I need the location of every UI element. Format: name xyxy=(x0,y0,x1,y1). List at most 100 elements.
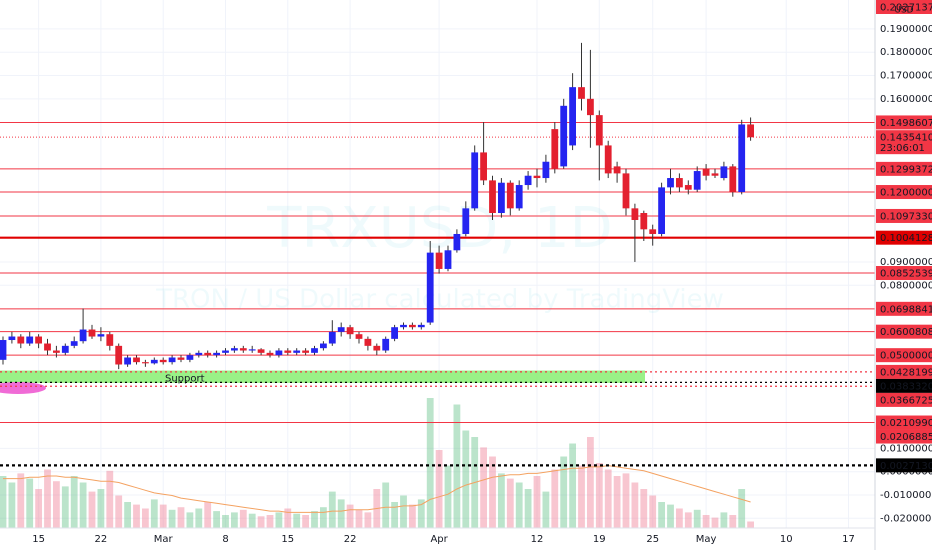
candle-body xyxy=(44,343,51,351)
candle-body xyxy=(373,345,381,351)
candle-body xyxy=(738,124,746,193)
x-tick-label: 22 xyxy=(344,534,357,545)
support-label: Support xyxy=(165,374,205,385)
volume-bar xyxy=(337,499,345,528)
volume-bar xyxy=(578,465,585,528)
candle-body xyxy=(622,173,630,209)
volume-bar xyxy=(248,513,256,528)
candle-body xyxy=(684,185,692,190)
level-label-badge xyxy=(876,230,932,245)
candle-body xyxy=(204,352,212,356)
volume-bar xyxy=(382,482,390,528)
level-label: 0.00271306 xyxy=(880,461,932,472)
level-label: 0.10041287 xyxy=(880,233,932,244)
candle-body xyxy=(61,345,69,353)
volume-bar xyxy=(257,516,265,528)
level-label: 0.06008085 xyxy=(880,327,932,338)
candle-body xyxy=(693,171,701,190)
candle-body xyxy=(391,327,398,339)
candle-body xyxy=(649,229,657,234)
candle-body xyxy=(382,338,390,351)
volume-bar xyxy=(480,447,487,528)
volume-bar xyxy=(142,508,149,528)
volume-bar xyxy=(702,515,710,528)
marker-ellipse xyxy=(0,382,46,394)
candle-body xyxy=(364,338,372,346)
volume-bar xyxy=(569,443,576,528)
volume-bar xyxy=(0,476,7,528)
volume-bar xyxy=(604,469,612,528)
volume-bar xyxy=(97,489,105,528)
level-label-badge xyxy=(876,364,932,379)
level-label-badge xyxy=(876,115,932,130)
x-tick-label: 25 xyxy=(646,534,659,545)
volume-bar xyxy=(649,495,657,528)
candle-body xyxy=(604,145,612,174)
volume-bar xyxy=(355,509,363,528)
volume-bar xyxy=(711,517,719,528)
volume-bar xyxy=(444,465,452,528)
y-tick-label: 0.01000000 xyxy=(880,443,932,454)
volume-bar xyxy=(747,521,754,528)
volume-bar xyxy=(720,512,728,528)
volume-bar xyxy=(364,512,372,528)
x-tick-label: Mar xyxy=(154,534,174,545)
volume-bar xyxy=(498,473,505,528)
volume-bar xyxy=(266,515,274,528)
candle-body xyxy=(453,233,461,251)
level-label-badge xyxy=(876,301,932,316)
candle-body xyxy=(8,336,16,341)
candle-body xyxy=(17,336,25,344)
volume-bar xyxy=(738,489,746,528)
level-label: 0.03667252 xyxy=(880,395,932,406)
volume-bar xyxy=(346,504,354,528)
levels xyxy=(0,121,875,467)
candle-body xyxy=(524,175,532,186)
candle-body xyxy=(595,115,603,146)
x-tick-label: 15 xyxy=(32,534,45,545)
volume-bar xyxy=(506,478,514,528)
volume-bar xyxy=(231,512,238,528)
volume-bar xyxy=(417,499,425,528)
volume-bar xyxy=(70,476,78,528)
candle-body xyxy=(702,168,710,176)
candle-body xyxy=(133,357,140,363)
volume-bar xyxy=(150,499,158,528)
candle-body xyxy=(435,252,443,269)
candle-body xyxy=(462,208,470,234)
x-tick-label: 17 xyxy=(842,534,855,545)
volume-bar xyxy=(595,463,603,528)
candle-body xyxy=(471,152,479,209)
level-label: 0.10973304 xyxy=(880,211,932,222)
volume-bar xyxy=(124,502,131,528)
volume-bar xyxy=(489,456,496,528)
volume-bar xyxy=(328,491,336,528)
last-price-label: 0.14354105 xyxy=(880,133,932,144)
volume-bar xyxy=(684,512,692,528)
candle-body xyxy=(70,341,78,346)
volume-bar xyxy=(729,515,737,528)
volume-bar xyxy=(293,513,301,528)
volume-bar xyxy=(275,512,283,528)
volume-bar xyxy=(400,495,407,528)
volume-bar xyxy=(311,511,318,528)
candle-body xyxy=(613,166,621,174)
candle-body xyxy=(417,324,425,328)
candle-body xyxy=(257,349,265,353)
y-tick-label: -0.01000000 xyxy=(880,490,932,501)
watermark-description: TRON / US Dollar calculated by TradingVi… xyxy=(155,285,724,315)
x-tick-label: 15 xyxy=(281,534,294,545)
level-label: 0.06988417 xyxy=(880,304,932,315)
candle-body xyxy=(124,357,131,365)
candle-body xyxy=(88,329,96,337)
support-zone: Support xyxy=(0,370,645,385)
candle-body xyxy=(720,166,728,179)
candle-body xyxy=(320,343,327,349)
